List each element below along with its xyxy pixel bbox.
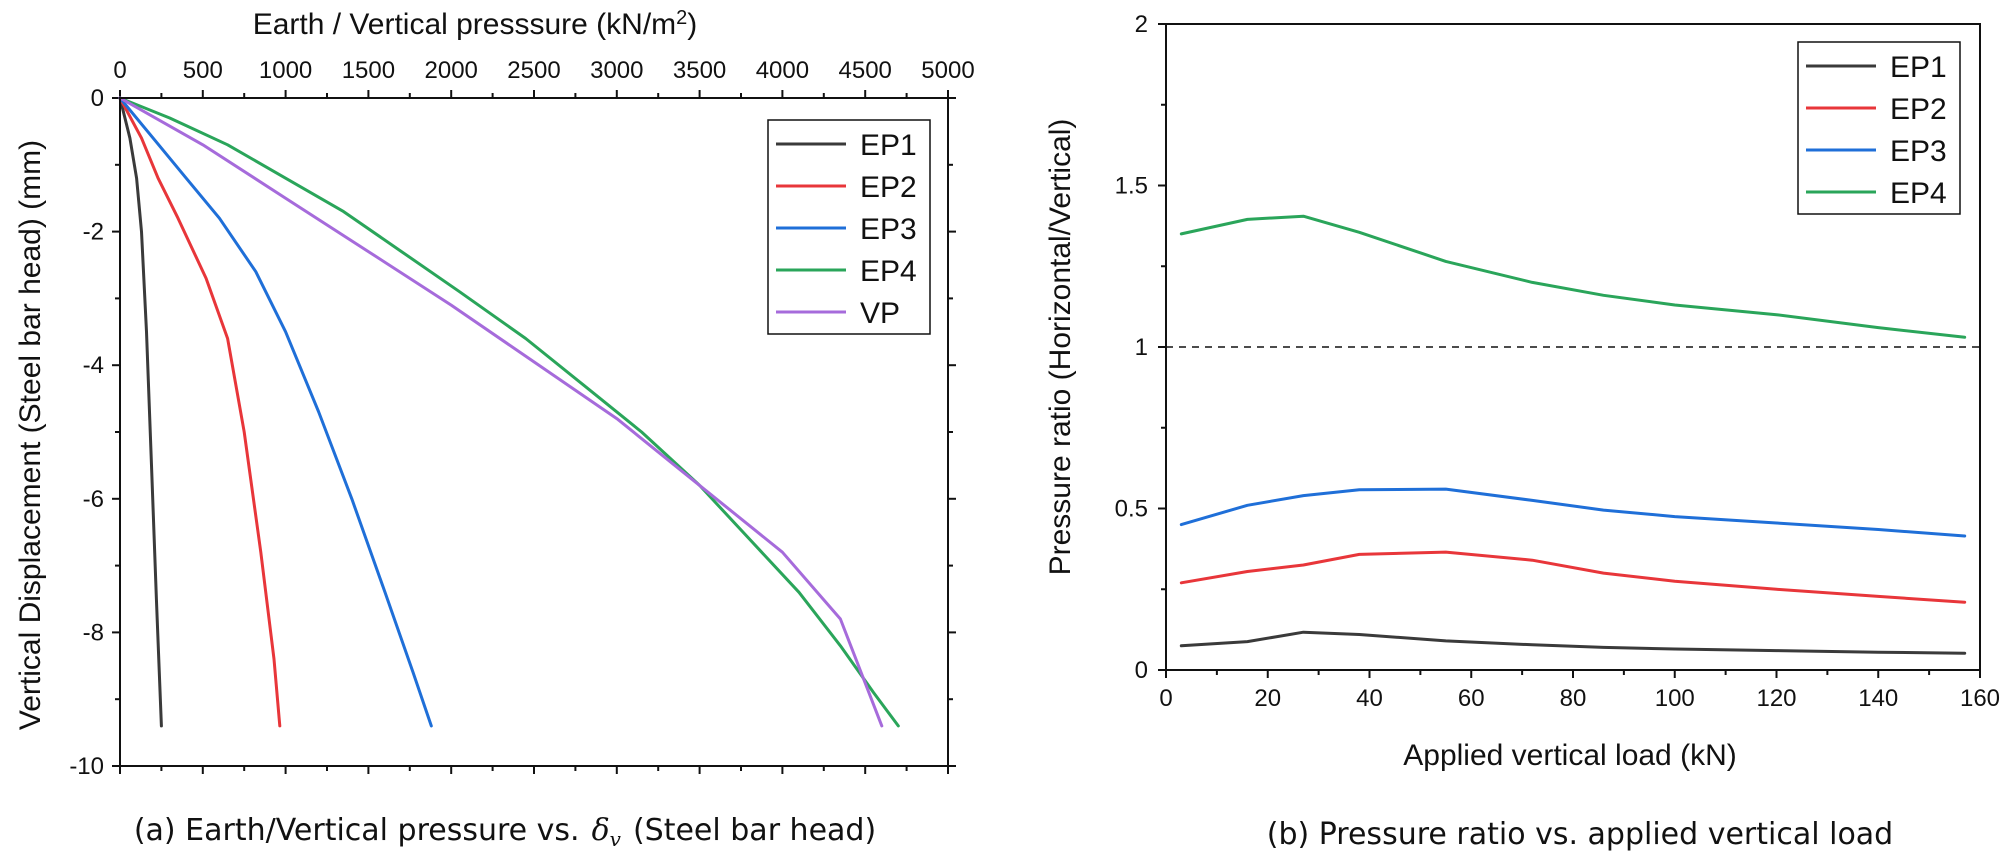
panel-a-x-tick-label: 2500 bbox=[507, 57, 560, 84]
panel-b-caption: (b) Pressure ratio vs. applied vertical … bbox=[1267, 817, 1893, 852]
panel-b-legend-label: EP1 bbox=[1890, 51, 1947, 84]
panel-a-y-tick-label: -8 bbox=[83, 619, 104, 646]
panel-a-y-tick-label: -2 bbox=[83, 219, 104, 246]
panel-a-x-tick-label: 5000 bbox=[921, 57, 974, 84]
panel-b-y-tick-label: 2 bbox=[1135, 11, 1148, 38]
panel-a-series-group bbox=[118, 96, 900, 728]
panel-b-x-tick-label: 100 bbox=[1655, 685, 1695, 712]
panel-b-chart: Pressure ratio (Horizontal/Vertical) App… bbox=[1044, 11, 2000, 852]
panel-a-y-tick-label: -6 bbox=[83, 486, 104, 513]
panel-a-x-tick-label: 3000 bbox=[590, 57, 643, 84]
panel-a-x-axis-title: Earth / Vertical presssure (kN/m2) bbox=[253, 7, 698, 41]
panel-a-x-tick-label: 1500 bbox=[342, 57, 395, 84]
panel-a-legend-label: VP bbox=[860, 297, 900, 330]
panel-a-series-ep1 bbox=[118, 96, 163, 728]
panel-b-axis-ticks: 0 20 40 60 80 100 120 140 160 0 0.5 1 1.5 2 bbox=[1115, 11, 2000, 712]
panel-a-y-tick-label: -10 bbox=[69, 753, 104, 780]
panel-a-series-ep3 bbox=[118, 96, 433, 728]
panel-b-x-tick-label: 20 bbox=[1254, 685, 1281, 712]
panel-b-series-ep3 bbox=[1179, 487, 1967, 538]
panel-a-caption: (a) Earth/Vertical pressure vs. δv (Steel … bbox=[134, 813, 876, 851]
panel-a-series-ep4 bbox=[118, 96, 900, 728]
panel-b-series-ep1 bbox=[1179, 630, 1967, 655]
panel-b-legend-label: EP4 bbox=[1890, 177, 1947, 210]
panel-b-legend: EP1 EP2 EP3 EP4 bbox=[1797, 41, 1961, 215]
panel-a-legend: EP1 EP2 EP3 EP4 VP bbox=[767, 119, 931, 335]
panel-b-y-tick-label: 0.5 bbox=[1115, 496, 1148, 523]
panel-b-x-tick-label: 160 bbox=[1960, 685, 2000, 712]
panel-a-x-tick-label: 1000 bbox=[259, 57, 312, 84]
panel-a-legend-label: EP3 bbox=[860, 213, 917, 246]
panel-b-legend-box bbox=[1797, 41, 1961, 215]
panel-b-y-axis-title: Pressure ratio (Horizontal/Vertical) bbox=[1044, 119, 1077, 576]
panel-b-x-axis-title: Applied vertical load (kN) bbox=[1403, 739, 1736, 772]
panel-a-x-tick-label: 4000 bbox=[756, 57, 809, 84]
panel-b-x-tick-label: 60 bbox=[1458, 685, 1485, 712]
panel-b-x-tick-label: 40 bbox=[1356, 685, 1383, 712]
panel-a-y-tick-label: -4 bbox=[83, 352, 104, 379]
panel-a-plot-frame bbox=[119, 97, 949, 767]
panel-a-chart: Earth / Vertical presssure (kN/m2) Verti… bbox=[14, 7, 975, 851]
panel-b-legend-label: EP2 bbox=[1890, 93, 1947, 126]
panel-a-x-tick-label: 500 bbox=[183, 57, 223, 84]
panel-b-x-tick-label: 120 bbox=[1756, 685, 1796, 712]
panel-b-series-ep2 bbox=[1179, 550, 1967, 604]
panel-b-x-tick-label: 80 bbox=[1560, 685, 1587, 712]
panel-b-x-tick-label: 140 bbox=[1858, 685, 1898, 712]
panel-b-x-tick-label: 0 bbox=[1159, 685, 1172, 712]
panel-b-series-ep4 bbox=[1179, 214, 1967, 339]
panel-a-axis-ticks: 0 500 1000 1500 2000 2500 3000 3500 4000 4500 5000… bbox=[69, 57, 974, 780]
panel-a-y-axis-title: Vertical Displacement (Steel bar head) (… bbox=[14, 140, 47, 730]
panel-b-y-tick-label: 1 bbox=[1135, 334, 1148, 361]
panel-a-legend-label: EP1 bbox=[860, 129, 917, 162]
panel-a-x-tick-label: 0 bbox=[113, 57, 126, 84]
panel-b-y-tick-label: 1.5 bbox=[1115, 173, 1148, 200]
panel-a-series-ep2 bbox=[118, 96, 282, 728]
panel-a-x-tick-label: 2000 bbox=[425, 57, 478, 84]
panel-b-series-group bbox=[1179, 214, 1967, 655]
panel-b-y-tick-label: 0 bbox=[1135, 657, 1148, 684]
panel-a-y-tick-label: 0 bbox=[91, 85, 104, 112]
panel-a-legend-label: EP4 bbox=[860, 255, 917, 288]
panel-a-x-tick-label: 4500 bbox=[839, 57, 892, 84]
panel-a-x-tick-label: 3500 bbox=[673, 57, 726, 84]
panel-a-series-vp bbox=[118, 96, 884, 728]
panel-b-legend-label: EP3 bbox=[1890, 135, 1947, 168]
panel-a-legend-label: EP2 bbox=[860, 171, 917, 204]
panel-b-plot-frame bbox=[1165, 23, 1981, 671]
